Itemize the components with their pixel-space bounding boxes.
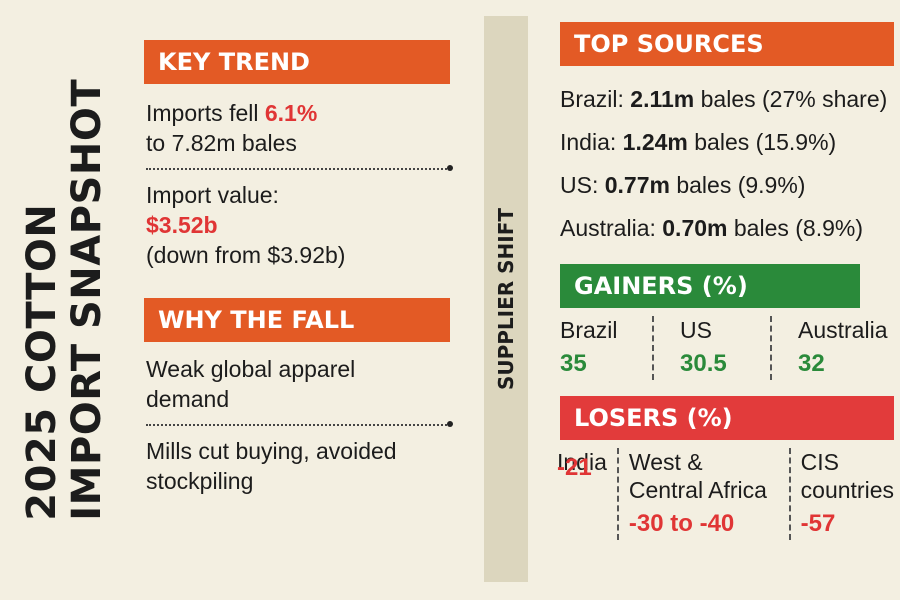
loser-value: -57 [800, 510, 836, 537]
gainer-label: Brazil [560, 317, 618, 343]
vertical-title: 2025 COTTON IMPORT SNAPSHOT [10, 20, 120, 580]
top-sources-list: Brazil: 2.11m bales (27% share) India: 1… [560, 78, 894, 250]
source-amount: 1.24m [622, 129, 688, 155]
imports-volume-line: to 7.82m bales [146, 130, 297, 156]
loser-item: West & Central Africa -30 to -40 [616, 448, 789, 540]
source-detail: bales (9.9%) [669, 172, 806, 198]
title-line-2: IMPORT SNAPSHOT [64, 79, 111, 521]
import-value-label: Import value: [146, 182, 279, 208]
loser-label-2: countries [800, 477, 894, 503]
source-country: Brazil: [560, 86, 624, 112]
import-value-note: (down from $3.92b) [146, 242, 346, 268]
left-column: KEY TREND Imports fell 6.1% to 7.82m bal… [144, 40, 453, 496]
loser-label: India [557, 449, 607, 475]
title-line-1: 2025 COTTON [19, 203, 66, 521]
import-value: $3.52b [146, 212, 218, 238]
source-detail: bales (15.9%) [687, 129, 837, 155]
dotted-divider [146, 421, 453, 427]
right-column: TOP SOURCES Brazil: 2.11m bales (27% sha… [557, 22, 894, 540]
loser-item: India -21 [557, 448, 617, 540]
source-country: India: [560, 129, 617, 155]
source-row: Australia: 0.70m bales (8.9%) [560, 207, 894, 250]
loser-label: CIS [800, 449, 840, 475]
losers-header: LOSERS (%) [560, 396, 894, 440]
loser-value: -30 to -40 [628, 510, 735, 537]
loser-label-2: Central Africa [628, 477, 767, 503]
reason-1-line-2: demand [146, 386, 230, 412]
why-fall-body: Weak global apparel demand Mills cut buy… [144, 354, 453, 496]
gainer-label: Australia [798, 317, 888, 343]
gainer-label: US [680, 317, 712, 343]
imports-fell-text: Imports fell [146, 100, 265, 126]
supplier-shift-label: SUPPLIER SHIFT [494, 207, 518, 391]
loser-item: CIS countries -57 [788, 448, 894, 540]
loser-label: West & [628, 449, 703, 475]
gainer-value: 30.5 [680, 350, 727, 377]
reason-2-line-1: Mills cut buying, avoided [146, 438, 397, 464]
source-amount: 2.11m [630, 86, 695, 112]
source-detail: bales (8.9%) [727, 215, 863, 241]
key-trend-body: Imports fell 6.1% to 7.82m bales Import … [144, 98, 453, 270]
source-row: Brazil: 2.11m bales (27% share) [560, 78, 894, 121]
gainer-item: US 30.5 [652, 316, 770, 380]
source-amount: 0.77m [604, 172, 670, 198]
supplier-shift-divider: SUPPLIER SHIFT [484, 16, 528, 582]
gainers-header: GAINERS (%) [560, 264, 860, 308]
gainer-value: 35 [560, 350, 587, 377]
reason-2-line-2: stockpiling [146, 468, 254, 494]
gainer-item: Brazil 35 [560, 316, 652, 380]
loser-value: -21 [557, 454, 592, 481]
dotted-divider [146, 165, 453, 171]
source-country: Australia: [560, 215, 656, 241]
source-amount: 0.70m [662, 215, 728, 241]
source-country: US: [560, 172, 599, 198]
source-detail: bales (27% share) [694, 86, 888, 112]
source-row: US: 0.77m bales (9.9%) [560, 164, 894, 207]
imports-fell-value: 6.1% [264, 100, 318, 126]
losers-stats: India -21 West & Central Africa -30 to -… [557, 448, 894, 540]
why-fall-header: WHY THE FALL [144, 298, 450, 342]
source-row: India: 1.24m bales (15.9%) [560, 121, 894, 164]
gainers-stats: Brazil 35 US 30.5 Australia 32 [560, 316, 894, 380]
reason-1-line-1: Weak global apparel [146, 356, 356, 382]
gainer-value: 32 [798, 350, 825, 377]
key-trend-header: KEY TREND [144, 40, 450, 84]
top-sources-header: TOP SOURCES [560, 22, 894, 66]
imports-fell-line: Imports fell 6.1% [146, 98, 450, 128]
gainer-item: Australia 32 [770, 316, 887, 380]
